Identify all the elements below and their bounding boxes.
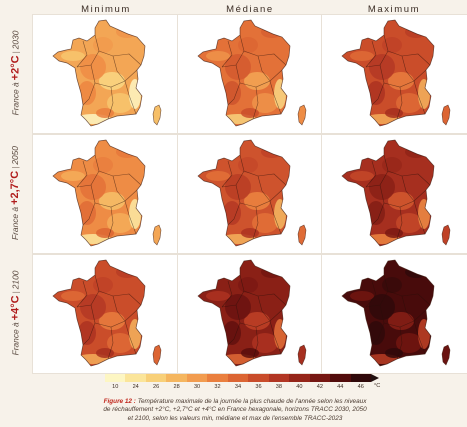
color-scale-swatch: [207, 374, 228, 382]
row-label-prefix: France à: [10, 82, 20, 116]
france-map: [341, 19, 451, 127]
row-label-prefix: France à: [10, 322, 20, 356]
color-scale-arrow: [371, 374, 379, 382]
map-panel-2030-median: [177, 14, 326, 134]
color-scale-swatch: [105, 374, 126, 382]
color-scale-tick-label: 24: [132, 384, 139, 390]
corsica-shape: [297, 104, 307, 126]
color-scale-swatch: [268, 374, 290, 382]
france-map: [341, 259, 451, 367]
map-panel-2030-minimum: [32, 14, 181, 134]
color-scale-tick-label: 32: [214, 384, 221, 390]
france-map: [197, 259, 307, 367]
corsica-shape: [441, 224, 451, 246]
caption-line-1: Température maximale de la journée la pl…: [137, 398, 367, 405]
figure-caption: Figure 12 : Température maximale de la j…: [60, 398, 410, 423]
row-label-2030: France à +2°C | 2030: [9, 30, 21, 116]
france-map: [52, 139, 162, 247]
map-panel-2100-minimum: [32, 254, 181, 374]
color-scale-tick-label: 26: [153, 384, 160, 390]
row-label-year: 2030: [10, 30, 20, 50]
france-map: [52, 19, 162, 127]
column-header-median: Médiane: [226, 4, 274, 15]
color-scale-swatch: [227, 374, 249, 382]
caption-line-2: de réchauffement +2°C, +2,7°C et +4°C en…: [103, 406, 367, 414]
color-scale-tick-label: 28: [173, 384, 180, 390]
color-scale-bar: [105, 374, 372, 382]
column-header-maximum: Maximum: [367, 4, 421, 15]
row-label-year: 2050: [10, 146, 21, 165]
map-panel-2030-maximum: [321, 14, 467, 134]
france-map: [341, 139, 451, 247]
color-scale-swatch: [309, 374, 331, 382]
figure-label: Figure 12 :: [103, 398, 136, 405]
color-scale-tick-label: 44: [337, 384, 344, 390]
color-scale-tick-label: 30: [193, 384, 201, 390]
color-scale-unit: °C: [374, 383, 381, 389]
color-scale-swatch: [125, 374, 146, 382]
corsica-shape: [441, 344, 451, 366]
corsica-shape: [152, 104, 162, 126]
color-scale-swatch: [289, 374, 310, 382]
row-label-warming: +4°C: [9, 295, 21, 321]
corsica-shape: [297, 344, 307, 366]
row-label-year: 2100: [10, 270, 20, 290]
map-panel-2050-minimum: [32, 134, 181, 254]
color-scale-tick-label: 38: [275, 384, 283, 390]
map-panel-2050-median: [177, 134, 326, 254]
france-map: [197, 19, 307, 127]
corsica-shape: [441, 104, 451, 126]
corsica-shape: [152, 344, 162, 366]
color-scale-swatch: [186, 374, 208, 382]
row-label-warming: +2°C: [9, 55, 21, 81]
color-scale-swatch: [330, 374, 351, 382]
france-map: [52, 259, 162, 367]
color-scale-tick-label: 40: [296, 384, 303, 390]
corsica-shape: [152, 224, 162, 246]
color-scale-tick-label: 46: [357, 384, 364, 390]
color-scale-tick-label: 36: [255, 384, 262, 390]
map-panel-2100-median: [177, 254, 326, 374]
row-label-2050: France à +2,7°C | 2050: [9, 146, 22, 240]
color-scale-swatch: [350, 374, 372, 382]
corsica-shape: [297, 224, 307, 246]
france-map: [197, 139, 307, 247]
color-scale-ticks: 10 24 26 28 30 32 34 36 38 40 42 44 46: [105, 384, 371, 394]
color-scale-tick-label: 10: [112, 384, 119, 390]
row-label-prefix: France à: [10, 206, 21, 240]
row-label-2100: France à +4°C | 2100: [9, 270, 21, 356]
map-panel-2050-maximum: [321, 134, 467, 254]
color-scale-tick-label: 34: [234, 384, 242, 390]
row-label-warming: +2,7°C: [9, 170, 22, 205]
column-header-minimum: Minimum: [81, 4, 131, 15]
color-scale-swatch: [145, 374, 167, 382]
color-scale-swatch: [248, 374, 269, 382]
map-panel-2100-maximum: [321, 254, 467, 374]
color-scale-swatch: [166, 374, 187, 382]
color-scale-tick-label: 42: [316, 384, 323, 390]
caption-line-3: et 2100, selon les valeurs min, médiane …: [127, 414, 343, 422]
